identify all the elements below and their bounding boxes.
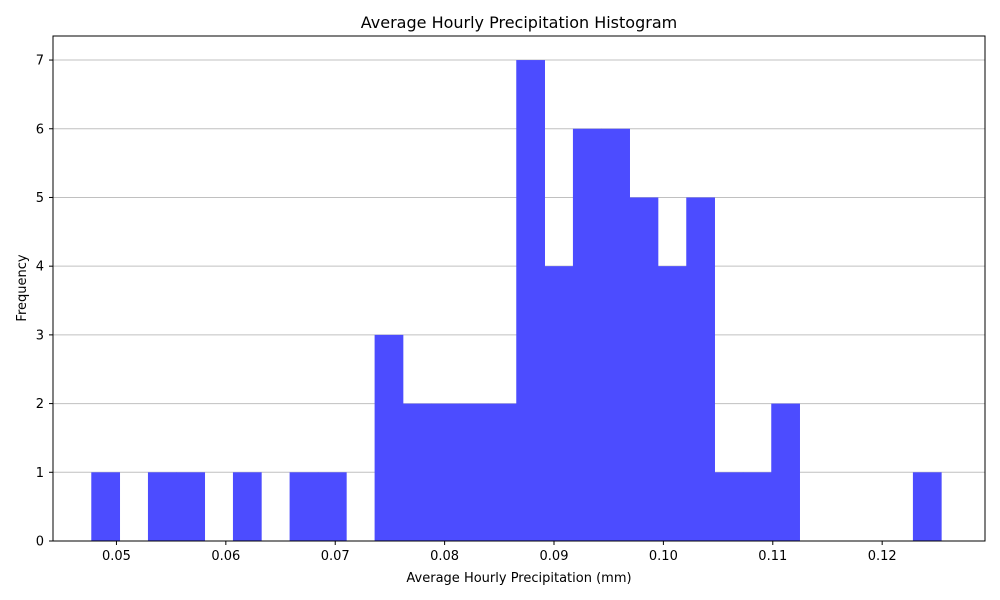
y-tick-label-5: 5 [36,191,44,206]
histogram-bar-3 [176,472,206,541]
x-axis-ticks: 0.05 0.06 0.07 0.08 0.09 0.10 0.11 0.12 [102,541,897,564]
histogram-bar-16 [544,266,574,541]
y-axis-label: Frequency [15,254,30,321]
histogram-bar-23 [742,472,772,541]
histogram-bar-12 [431,403,461,541]
bars [91,60,942,542]
histogram-bar-8 [317,472,347,541]
histogram-bar-29 [912,472,942,541]
x-tick-label-5: 0.10 [649,549,678,564]
y-tick-label-0: 0 [36,535,44,550]
y-axis-ticks: 0 1 2 3 4 5 6 7 [36,54,53,550]
histogram-bar-0 [91,472,121,541]
histogram-bar-13 [459,403,489,541]
histogram-bar-2 [147,472,177,541]
x-tick-label-1: 0.06 [211,549,240,564]
histogram-bar-15 [516,60,545,542]
histogram-bar-24 [771,403,800,541]
y-tick-label-3: 3 [36,328,44,343]
histogram-bar-18 [601,128,630,541]
x-tick-label-7: 0.12 [868,549,897,564]
histogram-bar-22 [714,472,744,541]
chart-title: Average Hourly Precipitation Histogram [361,13,677,32]
histogram-bar-7 [289,472,319,541]
x-tick-label-6: 0.11 [758,549,787,564]
y-tick-label-7: 7 [36,54,44,69]
histogram-bar-19 [629,197,659,541]
y-tick-label-4: 4 [36,260,44,275]
plot-frame [52,35,986,542]
histogram-bar-10 [374,334,404,541]
y-tick-label-6: 6 [36,122,44,137]
y-tick-label-1: 1 [36,466,44,481]
histogram-bar-5 [232,472,262,541]
histogram-bar-20 [657,266,687,541]
y-tick-label-2: 2 [36,397,44,412]
x-tick-label-3: 0.08 [430,549,459,564]
histogram-bar-21 [686,197,715,541]
x-tick-label-2: 0.07 [321,549,350,564]
x-axis-label: Average Hourly Precipitation (mm) [406,571,631,586]
histogram-bar-11 [402,403,432,541]
histogram-bar-14 [487,403,517,541]
histogram-bar-17 [572,128,602,541]
x-tick-label-0: 0.05 [102,549,131,564]
x-tick-label-4: 0.09 [540,549,569,564]
